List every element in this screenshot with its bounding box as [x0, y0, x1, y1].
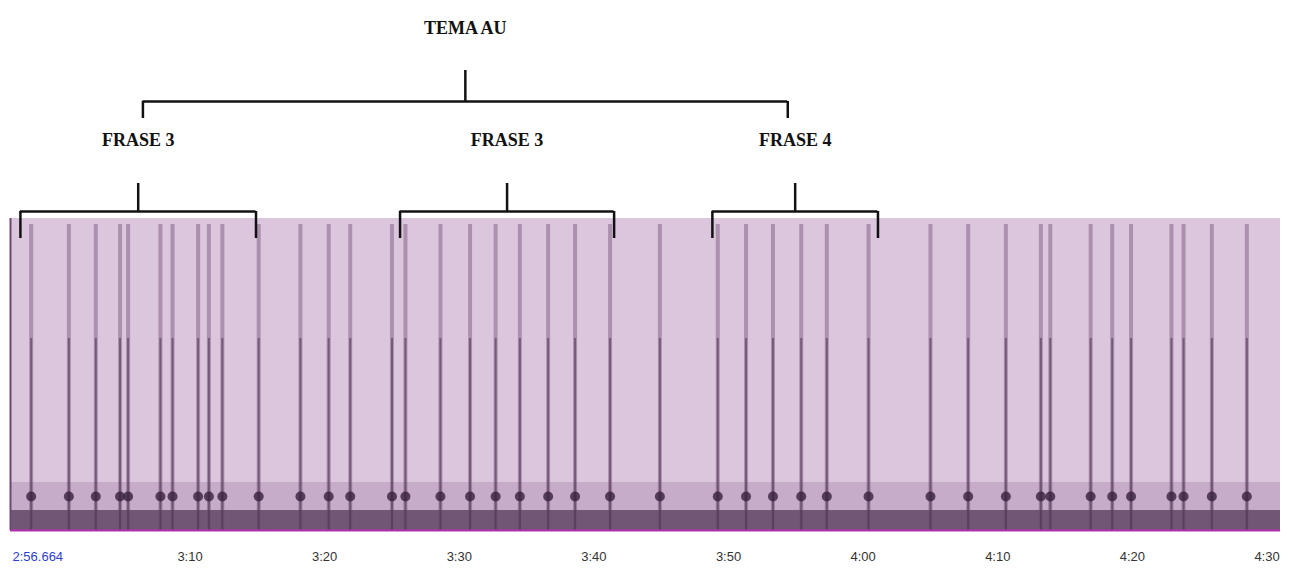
svg-text:FRASE 4: FRASE 4 [759, 130, 832, 150]
svg-text:4:30: 4:30 [1254, 549, 1279, 564]
svg-text:3:30: 3:30 [447, 549, 472, 564]
svg-text:FRASE 3: FRASE 3 [471, 130, 544, 150]
svg-text:3:20: 3:20 [312, 549, 337, 564]
svg-text:4:00: 4:00 [851, 549, 876, 564]
svg-text:3:10: 3:10 [177, 549, 202, 564]
svg-text:2:56.664: 2:56.664 [13, 549, 64, 564]
svg-text:3:40: 3:40 [581, 549, 606, 564]
svg-text:TEMA AU: TEMA AU [424, 18, 507, 38]
svg-text:3:50: 3:50 [716, 549, 741, 564]
svg-text:FRASE 3: FRASE 3 [102, 130, 175, 150]
svg-text:4:10: 4:10 [985, 549, 1010, 564]
svg-text:4:20: 4:20 [1120, 549, 1145, 564]
